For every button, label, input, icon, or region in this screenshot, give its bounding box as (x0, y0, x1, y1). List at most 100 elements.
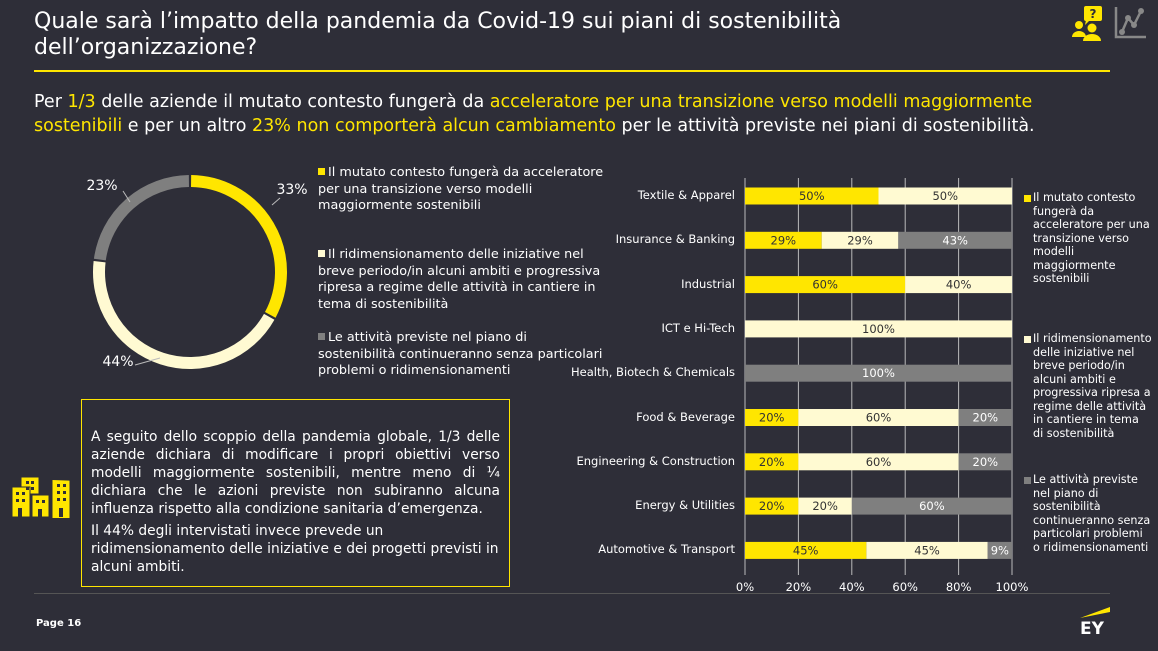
buildings-icon (11, 476, 71, 518)
donut-leader-line (122, 190, 131, 203)
legend-swatch (1024, 477, 1031, 484)
bar-segment (987, 541, 1012, 559)
donut-segment (190, 175, 287, 318)
bar-segment (745, 497, 799, 515)
bar-segment (898, 231, 1012, 249)
bar-data-label: 43% (942, 233, 968, 247)
people-question-icon: ? (1072, 6, 1102, 41)
bar-segment (798, 409, 959, 426)
legend-swatch (318, 333, 325, 340)
page-title: Quale sarà l’impatto della pandemia da C… (34, 9, 842, 60)
category-label: Insurance & Banking (615, 232, 735, 247)
bar-data-label: 100% (862, 366, 895, 380)
bar-data-label: 100% (862, 322, 895, 336)
legend-item: Il ridimensionamento delle iniziative ne… (318, 247, 623, 313)
category-label: Food & Beverage (636, 409, 735, 424)
subtitle-text: per le attività previste nei piani di so… (615, 116, 1035, 136)
legend-label: Il ridimensionamento delle iniziative ne… (1033, 332, 1152, 440)
bar-segment (745, 453, 799, 471)
subtitle-highlight: acceleratore per una transizione verso m… (34, 92, 1033, 136)
bar-data-label: 29% (847, 233, 873, 247)
bar-segment (745, 541, 867, 559)
bar-data-label: 20% (973, 411, 999, 425)
x-tick-label: 20% (785, 580, 812, 594)
bar-segment (745, 320, 1012, 338)
bar-segment (798, 497, 852, 515)
legend-label: Le attività previste nel piano di sosten… (1033, 473, 1151, 554)
line-chart-icon (1114, 7, 1146, 39)
bar-segment (905, 276, 1012, 294)
bar-data-label: 20% (759, 411, 785, 425)
bar-data-label: 60% (919, 499, 945, 513)
bar-data-label: 9% (991, 543, 1009, 557)
category-label: Health, Biotech & Chemicals (570, 365, 735, 380)
bar-segment (745, 364, 1012, 382)
right-legend-item: Il mutato contesto fungerà da accelerato… (1024, 191, 1152, 286)
bar-segment (821, 231, 899, 249)
subtitle: Per 1/3 delle aziende il mutato contesto… (34, 90, 1114, 138)
bar-segment (745, 231, 822, 249)
bar-segment (958, 409, 1012, 426)
bar-data-label: 60% (866, 411, 892, 425)
bar-segment (798, 453, 959, 471)
donut-label: 23% (86, 178, 117, 194)
legend-swatch (1024, 195, 1031, 202)
legend-label: Le attività previste nel piano di sosten… (318, 330, 603, 378)
x-tick-label: 100% (995, 580, 1029, 594)
bar-data-label: 45% (793, 543, 819, 557)
bar-segment (866, 541, 988, 559)
svg-text:EY: EY (1080, 619, 1105, 636)
legend-label: Il mutato contesto fungerà da accelerato… (1033, 191, 1150, 285)
right-legend-item: Il ridimensionamento delle iniziative ne… (1024, 332, 1152, 440)
donut-label: 33% (276, 182, 307, 198)
legend-swatch (318, 250, 325, 257)
legend-label: Il ridimensionamento delle iniziative ne… (318, 247, 601, 312)
bar-segment (745, 187, 879, 205)
page-number: Page 16 (36, 618, 82, 629)
bar-segment (851, 497, 1012, 515)
summary-paragraph: A seguito dello scoppio della pandemia g… (91, 429, 500, 517)
donut-segment (93, 261, 275, 369)
donut-leader-line (134, 357, 161, 366)
donut-segment (93, 175, 190, 261)
subtitle-highlight: 23% non comporterà alcun cambiamento (252, 116, 616, 136)
x-tick-label: 40% (839, 580, 865, 594)
category-label: Engineering & Construction (576, 453, 735, 468)
x-tick-label: 80% (945, 580, 972, 594)
subtitle-text: e per un altro (122, 116, 253, 136)
category-label: Automotive & Transport (598, 542, 735, 557)
subtitle-highlight: 1/3 (67, 92, 96, 112)
right-legend-item: Le attività previste nel piano di sosten… (1024, 473, 1152, 554)
summary-textbox: A seguito dello scoppio della pandemia g… (81, 399, 510, 587)
x-tick-label: 0% (735, 580, 755, 594)
title-divider (34, 70, 1110, 72)
legend-item: Le attività previste nel piano di sosten… (318, 330, 608, 380)
legend-swatch (1024, 336, 1031, 343)
donut-leader-line (271, 197, 281, 206)
legend-item: Il mutato contesto fungerà da accelerato… (318, 165, 618, 215)
bar-data-label: 40% (946, 278, 972, 292)
category-label: Energy & Utilities (635, 498, 735, 513)
bar-segment (958, 453, 1012, 471)
subtitle-text: delle aziende il mutato contesto fungerà… (95, 92, 490, 112)
category-label: Textile & Apparel (637, 188, 735, 202)
legend-label: Il mutato contesto fungerà da accelerato… (318, 165, 604, 213)
bar-segment (745, 409, 799, 426)
bar-data-label: 20% (759, 455, 785, 469)
donut-label: 44% (102, 354, 133, 370)
svg-text:?: ? (1090, 7, 1097, 21)
bar-data-label: 45% (914, 543, 940, 557)
category-label: ICT e Hi-Tech (661, 320, 735, 335)
bar-data-label: 50% (932, 189, 958, 203)
donut-chart: 33% 44% 23% (86, 175, 308, 370)
ey-logo: EY (1080, 607, 1110, 636)
subtitle-text: Per (34, 92, 68, 112)
bar-data-label: 20% (812, 499, 838, 513)
bar-segment (878, 187, 1012, 205)
bar-data-label: 29% (771, 233, 797, 247)
bar-data-label: 20% (973, 455, 999, 469)
x-tick-label: 60% (892, 580, 918, 594)
bar-data-label: 60% (812, 278, 838, 292)
bar-data-label: 20% (759, 499, 785, 513)
category-label: Industrial (681, 276, 735, 291)
